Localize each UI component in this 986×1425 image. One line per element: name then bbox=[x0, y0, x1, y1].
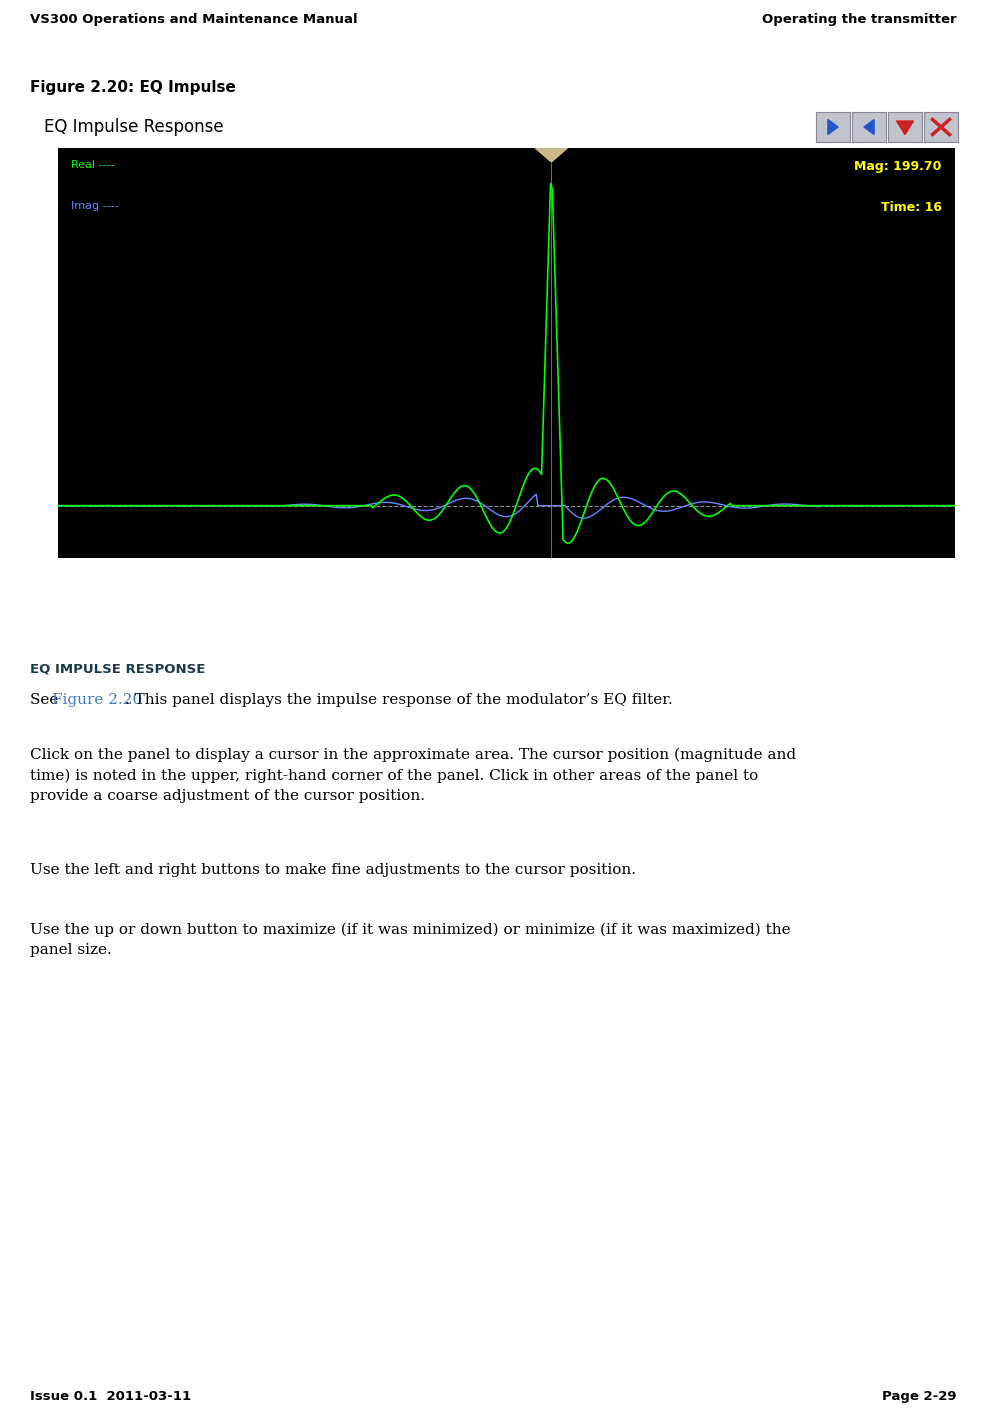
Text: Click on the panel to display a cursor in the approximate area. The cursor posit: Click on the panel to display a cursor i… bbox=[30, 748, 796, 804]
Text: Imag ----: Imag ---- bbox=[71, 201, 119, 211]
Text: -30.0: -30.0 bbox=[32, 561, 58, 571]
Text: Use the left and right buttons to make fine adjustments to the cursor position.: Use the left and right buttons to make f… bbox=[30, 864, 636, 876]
Text: Operating the transmitter: Operating the transmitter bbox=[762, 13, 956, 27]
Text: Page 2-29: Page 2-29 bbox=[881, 1389, 956, 1402]
Polygon shape bbox=[535, 148, 568, 162]
Text: 200: 200 bbox=[38, 157, 58, 167]
Polygon shape bbox=[896, 121, 913, 134]
Text: Figure 2.20: EQ Impulse: Figure 2.20: EQ Impulse bbox=[30, 80, 236, 95]
Text: See: See bbox=[30, 693, 63, 707]
Text: Issue 0.1  2011-03-11: Issue 0.1 2011-03-11 bbox=[30, 1389, 190, 1402]
Text: Time: Time bbox=[491, 584, 522, 597]
Text: EQ IMPULSE RESPONSE: EQ IMPULSE RESPONSE bbox=[30, 663, 205, 675]
Polygon shape bbox=[828, 120, 838, 134]
Text: Mag: 199.70: Mag: 199.70 bbox=[854, 160, 942, 174]
Text: 0-: 0- bbox=[47, 520, 58, 530]
Polygon shape bbox=[864, 120, 875, 134]
Text: Magnitude(dB): Magnitude(dB) bbox=[39, 325, 49, 402]
Text: Figure 2.20: Figure 2.20 bbox=[52, 693, 142, 707]
Text: . This panel displays the impulse response of the modulator’s EQ filter.: . This panel displays the impulse respon… bbox=[125, 693, 672, 707]
Text: Use the up or down button to maximize (if it was minimized) or minimize (if it w: Use the up or down button to maximize (i… bbox=[30, 923, 791, 958]
Text: Real ----: Real ---- bbox=[71, 160, 115, 171]
Text: VS300 Operations and Maintenance Manual: VS300 Operations and Maintenance Manual bbox=[30, 13, 357, 27]
Text: EQ Impulse Response: EQ Impulse Response bbox=[44, 118, 224, 135]
Text: Time: 16: Time: 16 bbox=[880, 201, 942, 214]
